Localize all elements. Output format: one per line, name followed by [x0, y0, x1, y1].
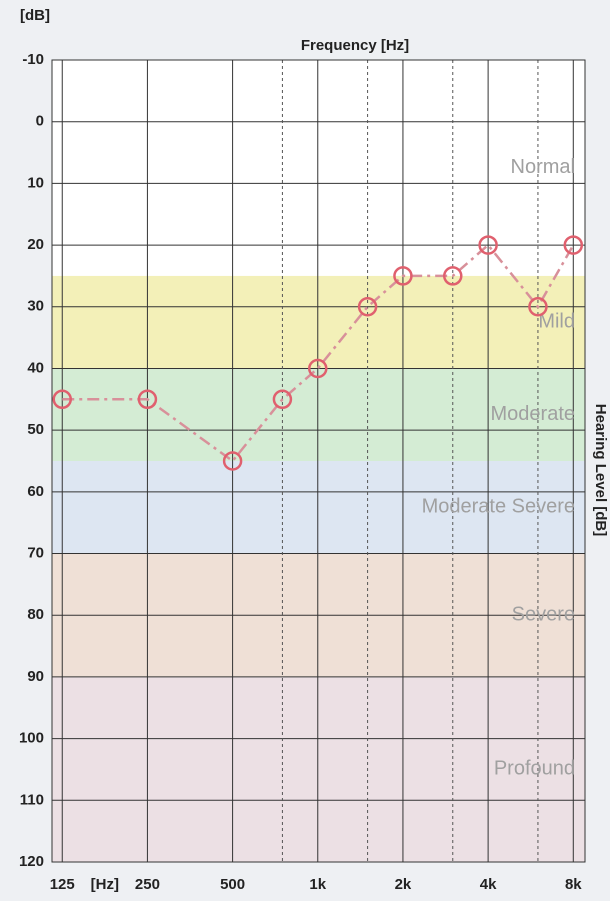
y-tick-label: 10 — [27, 174, 44, 191]
data-point — [443, 266, 463, 286]
data-point — [393, 266, 413, 286]
y-tick-label: 120 — [19, 853, 44, 870]
zone — [52, 368, 585, 461]
x-tick-label: 1k — [309, 876, 326, 893]
y-unit: [dB] — [20, 7, 50, 24]
chart-title: Frequency [Hz] — [301, 37, 409, 54]
y-tick-label: 100 — [19, 730, 44, 747]
x-tick-label: 8k — [565, 876, 582, 893]
x-tick-label: 500 — [220, 876, 245, 893]
data-point — [272, 389, 293, 410]
y-tick-label: 60 — [27, 483, 44, 500]
x-tick-label: 250 — [135, 876, 160, 893]
y-tick-label: 80 — [27, 606, 44, 623]
zone-label: Mild — [538, 310, 575, 332]
y-tick-label: 0 — [36, 113, 44, 130]
data-point — [528, 297, 548, 317]
data-point — [478, 235, 498, 255]
zone-label: Moderate — [491, 403, 576, 425]
data-point — [137, 389, 158, 410]
data-point — [357, 297, 378, 317]
zone — [52, 275, 585, 369]
series-line — [62, 243, 575, 463]
x-tick-label: 125 — [50, 876, 75, 893]
zone — [52, 60, 585, 276]
x-tick-label: 2k — [395, 876, 412, 893]
x-tick-label: 4k — [480, 876, 497, 893]
y-tick-label: 20 — [27, 236, 44, 253]
zone-label: Profound — [494, 758, 575, 780]
data-point — [52, 389, 72, 410]
zone-label: Normal — [511, 156, 575, 178]
y-tick-label: 50 — [27, 421, 44, 438]
y-tick-label: 90 — [27, 668, 44, 685]
y-tick-label: -10 — [22, 51, 44, 68]
x-unit: [Hz] — [91, 876, 119, 893]
data-point — [222, 451, 243, 471]
zone-label: Severe — [512, 604, 575, 626]
data-point — [308, 358, 328, 379]
y-tick-label: 110 — [20, 791, 44, 808]
y2-label: Hearing Level [dB] — [592, 404, 609, 537]
y-tick-label: 40 — [27, 359, 44, 376]
plot-border — [51, 59, 586, 863]
zone — [52, 676, 585, 862]
data-point — [563, 235, 584, 255]
zone — [52, 461, 585, 554]
zone-label: Moderate Severe — [422, 496, 575, 518]
y-tick-label: 70 — [27, 545, 44, 562]
y-tick-label: 30 — [27, 298, 44, 315]
